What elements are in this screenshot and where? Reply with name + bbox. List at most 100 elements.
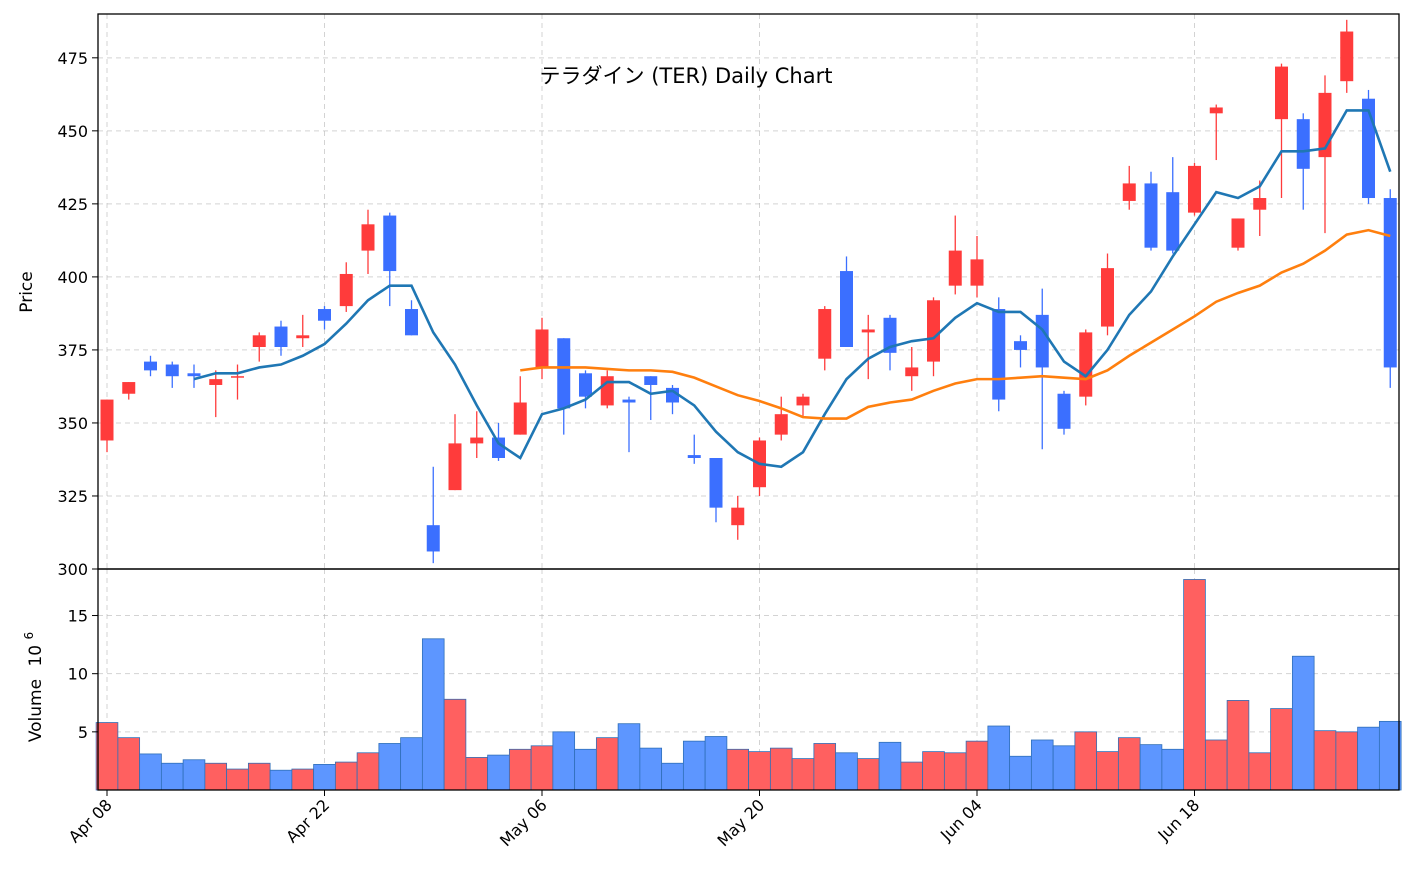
volume-bars: [95, 579, 1402, 791]
candle-body: [470, 437, 484, 444]
price-tick-label: 400: [57, 268, 88, 287]
x-tick-label: Apr 08: [65, 795, 116, 846]
volume-bar: [769, 747, 793, 791]
volume-panel-frame: [97, 568, 1400, 791]
volume-bar: [791, 758, 815, 791]
candle-body: [252, 335, 266, 347]
candle-body: [600, 376, 614, 406]
candle-body: [1188, 165, 1201, 213]
volume-bar: [617, 723, 641, 791]
volume-bar: [922, 751, 945, 791]
volume-axis-label-text: Volume: [26, 679, 46, 742]
volume-bar: [943, 752, 967, 791]
candle-body: [122, 382, 136, 394]
moving-averages: [193, 109, 1392, 469]
x-tick-label: Jun 04: [936, 795, 986, 845]
volume-bar: [748, 751, 771, 791]
volume-bar: [117, 737, 141, 791]
volume-bar: [965, 740, 989, 791]
candle-body: [405, 309, 418, 336]
volume-multiplier-exponent: 6: [22, 632, 36, 640]
volume-bar: [1183, 579, 1206, 791]
candle-body: [187, 373, 201, 377]
candle-body: [1035, 314, 1049, 368]
volume-bar: [465, 757, 489, 791]
volume-tick-label: 10: [68, 665, 88, 684]
x-tick-label: May 06: [496, 795, 551, 850]
candle-body: [622, 399, 636, 403]
volume-multiplier-base: 10: [26, 645, 46, 667]
candle-body: [165, 364, 179, 377]
candle-body: [687, 455, 701, 458]
volume-bar: [1248, 752, 1272, 791]
chart-title: テラダイン (TER) Daily Chart: [540, 64, 833, 88]
volume-bar: [1378, 720, 1402, 791]
candle-body: [1057, 393, 1071, 429]
candle-body: [383, 215, 397, 272]
candle-body: [883, 317, 897, 353]
candle-body: [426, 525, 440, 552]
volume-bar: [1335, 731, 1359, 791]
x-tick-label: Apr 22: [282, 795, 333, 846]
price-tick-label: 475: [57, 49, 88, 68]
price-tick-label: 450: [57, 122, 88, 141]
volume-bar: [856, 758, 880, 791]
candle-body: [209, 379, 223, 385]
candle-body: [1209, 107, 1223, 114]
volume-bar: [1096, 751, 1119, 791]
candle-body: [1383, 198, 1397, 368]
volume-bar: [356, 752, 380, 791]
candle-body: [1122, 183, 1136, 201]
candle-body: [1014, 341, 1027, 350]
candle-body: [535, 329, 549, 368]
price-axis-label: Price: [17, 271, 37, 312]
price-panel-frame: [97, 13, 1400, 570]
volume-bar: [421, 638, 445, 791]
ma-short-line: [193, 109, 1392, 469]
candle-body: [1362, 98, 1375, 199]
candle-body: [296, 335, 310, 339]
volume-bar: [204, 762, 228, 791]
volume-bar: [487, 754, 510, 791]
candle-body: [513, 402, 527, 435]
volume-axis-label: Volume 10 6: [22, 632, 46, 742]
candle-body: [1144, 183, 1158, 248]
volume-bar: [508, 748, 532, 791]
volume-bar: [1074, 731, 1098, 791]
candle-body: [796, 396, 810, 406]
volume-bar: [1161, 748, 1185, 791]
candle-body: [274, 326, 288, 347]
x-tick-label: May 20: [714, 795, 769, 850]
candle-body: [774, 414, 788, 435]
candle-body: [318, 309, 331, 321]
volume-bar: [704, 736, 728, 791]
candle-body: [144, 361, 157, 371]
volume-bar: [160, 762, 184, 791]
volume-bar: [291, 768, 315, 791]
volume-tick-label: 15: [68, 607, 88, 626]
volume-bar: [661, 762, 684, 791]
candle-body: [992, 309, 1006, 400]
candle-body: [861, 329, 875, 333]
candle-body: [579, 373, 592, 397]
candle-body: [1166, 192, 1180, 251]
volume-bar: [1357, 726, 1380, 791]
volume-bar: [334, 761, 358, 791]
x-tick-label: Jun 18: [1154, 795, 1204, 845]
volume-bar: [269, 769, 293, 791]
volume-bar: [835, 752, 858, 791]
candle-body: [731, 507, 745, 526]
volume-bar: [1009, 755, 1032, 791]
volume-bar: [1291, 655, 1315, 791]
candle-body: [1079, 332, 1093, 397]
volume-bar: [574, 748, 597, 791]
price-tick-label: 300: [57, 560, 88, 579]
volume-bar: [987, 725, 1011, 791]
candle-body: [492, 437, 505, 458]
volume-bar: [1139, 744, 1163, 791]
volume-bar: [182, 759, 206, 791]
volume-bar: [139, 753, 162, 791]
candle-body: [231, 376, 244, 378]
candle-body: [927, 300, 940, 362]
